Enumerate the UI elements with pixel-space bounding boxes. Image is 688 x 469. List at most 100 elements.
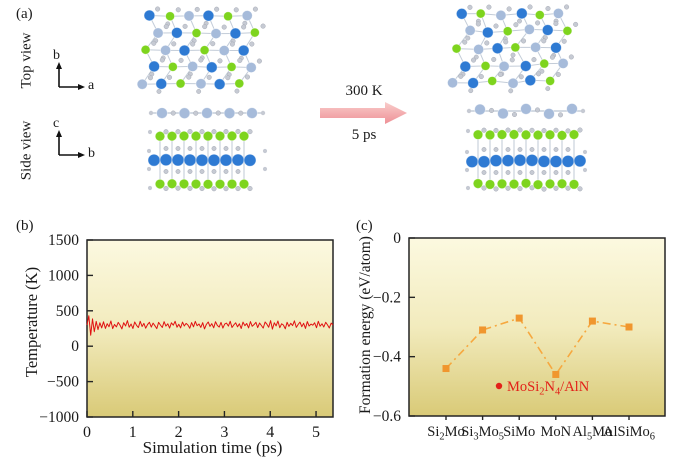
atom — [195, 78, 207, 90]
atom-mo — [147, 153, 161, 167]
atom — [168, 61, 178, 72]
atom-n — [475, 21, 481, 27]
atom-n — [493, 23, 499, 29]
atom-n — [491, 56, 497, 62]
atom-n — [497, 72, 503, 78]
axes-indicator-topview: b a — [46, 48, 106, 102]
atom-si — [472, 129, 484, 140]
y-tick-label: 0 — [71, 338, 79, 355]
atom-si — [238, 178, 250, 190]
atom-si — [496, 129, 508, 140]
atom-n — [260, 23, 266, 29]
atom-al — [201, 107, 213, 119]
atom-si — [520, 129, 532, 140]
atom — [530, 41, 542, 53]
atom — [520, 60, 532, 72]
data-point-marker — [515, 314, 523, 322]
y-axis-ticks: 1500 1000 500 0 −500 −1000 — [39, 232, 93, 426]
y-axis-ticks: 0 −0.2 −0.4 −0.6 — [373, 230, 415, 425]
atom — [226, 62, 237, 72]
axes-indicator-sideview: c b — [46, 116, 106, 170]
atom — [234, 78, 245, 89]
atom — [140, 44, 151, 55]
atom-n — [484, 40, 490, 46]
atom — [456, 8, 468, 20]
atom — [545, 76, 555, 86]
atom-si — [166, 178, 178, 189]
y-tick-label: −1000 — [39, 409, 79, 426]
y-tick-label: 500 — [56, 303, 80, 320]
atom-mo — [243, 153, 257, 167]
atom — [498, 60, 510, 72]
atom — [482, 26, 494, 39]
atom-n — [178, 57, 184, 63]
atom-n — [156, 89, 162, 94]
atom-n — [467, 4, 473, 10]
atom-si — [226, 130, 238, 142]
atom-n — [513, 22, 519, 28]
atom-si — [484, 179, 496, 190]
atom-n — [234, 88, 240, 94]
atom-n — [249, 41, 255, 47]
atom-n — [198, 57, 204, 63]
atom-n — [159, 57, 165, 63]
atom-si — [556, 178, 568, 189]
arrow-duration-label: 5 ps — [351, 127, 377, 143]
atom-si — [166, 131, 178, 142]
atom — [210, 28, 222, 40]
atom — [524, 74, 537, 87]
atom — [191, 28, 202, 38]
atom-mo — [183, 153, 197, 167]
atom-n — [221, 24, 227, 30]
data-point-marker — [479, 326, 487, 334]
panel-b-label: (b) — [16, 218, 34, 234]
atom-n — [518, 74, 524, 80]
atom-n — [202, 24, 208, 30]
atom-si — [178, 178, 190, 190]
x-tick-label: 1 — [129, 424, 137, 441]
atom-si — [532, 129, 544, 141]
atom-n — [196, 89, 202, 94]
atom-n — [478, 74, 484, 80]
category-label: MoN — [540, 424, 571, 440]
atom-si — [496, 178, 508, 189]
atom-n — [545, 6, 551, 12]
atom-n — [194, 6, 200, 12]
axes-arrows-icon — [56, 62, 85, 90]
atom-si — [214, 179, 226, 190]
atom — [206, 61, 218, 74]
panel-a-label: (a) — [16, 6, 33, 22]
atom — [475, 8, 486, 19]
transition-arrow-group: 300 K 5 ps — [318, 82, 410, 144]
axis-letter-c: c — [53, 116, 60, 131]
atom — [523, 23, 535, 35]
arrow-temperature-label: 300 K — [345, 83, 383, 99]
atom-n — [536, 71, 542, 77]
atom — [507, 77, 519, 89]
atom-si — [508, 178, 520, 190]
atom-n — [521, 38, 527, 44]
axis-letter-b2: b — [88, 146, 95, 161]
atom-al — [474, 103, 486, 116]
category-label: Si2Mo — [427, 424, 464, 443]
atom-n — [517, 18, 522, 24]
atom-mo — [219, 153, 233, 167]
atom — [245, 62, 257, 73]
atom-mo — [537, 155, 551, 168]
atom-si — [178, 130, 190, 142]
atom-n — [166, 74, 172, 80]
atom-n — [229, 41, 235, 47]
atom — [502, 26, 513, 37]
legend: MoSi2N4/AlN — [495, 379, 590, 398]
atom-n — [217, 58, 223, 64]
atom-n — [147, 75, 153, 81]
atom — [241, 10, 253, 22]
atom — [250, 27, 260, 38]
atom-n — [549, 54, 555, 60]
atom-n — [535, 20, 541, 26]
atom-n — [573, 21, 579, 27]
atom-n — [458, 73, 464, 79]
atom-n — [210, 41, 216, 47]
